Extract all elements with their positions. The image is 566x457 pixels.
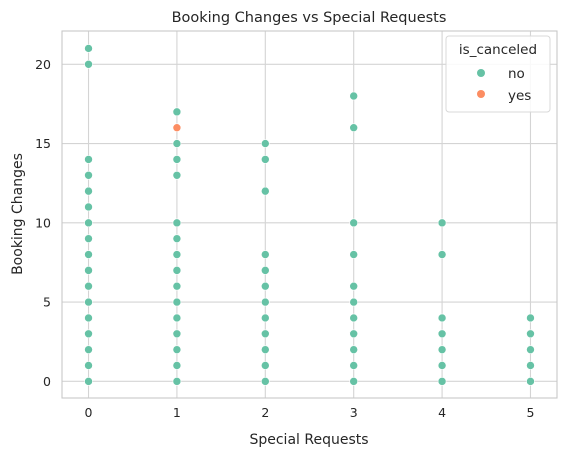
x-tick-label: 4 <box>438 405 446 420</box>
data-point-no <box>437 361 447 370</box>
data-point-no <box>172 107 182 117</box>
legend-label-yes: yes <box>508 88 531 104</box>
data-point-no <box>84 234 93 243</box>
data-point-no <box>172 313 182 323</box>
data-point-no <box>261 313 270 323</box>
data-point-no <box>261 377 270 386</box>
data-point-no <box>172 377 182 386</box>
legend-title: is_canceled <box>459 42 537 58</box>
data-point-no <box>172 250 182 259</box>
x-axis-label: Special Requests <box>249 432 368 448</box>
data-point-no <box>172 361 182 370</box>
y-tick-label: 10 <box>35 215 51 230</box>
x-axis-ticks: 0 1 2 3 4 5 <box>85 405 535 420</box>
chart-title: Booking Changes vs Special Requests <box>172 10 447 26</box>
x-tick-label: 5 <box>527 405 535 420</box>
data-point-no <box>172 266 182 275</box>
data-point-no <box>526 345 535 354</box>
y-tick-label: 15 <box>35 136 51 151</box>
data-point-no <box>261 329 270 339</box>
data-point-no <box>437 329 447 339</box>
data-point-no <box>84 266 93 275</box>
data-point-no <box>172 297 182 307</box>
y-tick-label: 20 <box>35 57 51 72</box>
data-point-no <box>261 186 270 196</box>
legend-box <box>445 35 551 113</box>
y-tick-label: 0 <box>43 374 51 389</box>
data-point-no <box>261 250 270 259</box>
data-point-no <box>437 250 447 259</box>
y-tick-label: 5 <box>43 295 51 310</box>
data-point-no <box>349 297 358 307</box>
legend: is_canceled no yes <box>445 35 551 113</box>
data-point-no <box>84 202 93 212</box>
data-point-no <box>349 281 358 291</box>
data-point-no <box>84 186 93 196</box>
data-point-no <box>526 377 535 386</box>
data-point-no <box>172 234 182 243</box>
y-axis-label: Booking Changes <box>10 153 26 275</box>
data-point-no <box>84 218 93 228</box>
data-points <box>84 44 535 386</box>
data-point-no <box>84 361 93 370</box>
data-point-no <box>261 266 270 275</box>
data-point-no <box>349 313 358 323</box>
data-point-no <box>172 281 182 291</box>
data-point-no <box>172 218 182 228</box>
data-point-no <box>84 329 93 339</box>
data-point-no <box>84 250 93 259</box>
data-point-no <box>349 361 358 370</box>
data-point-no <box>84 281 93 291</box>
data-point-no <box>84 155 93 164</box>
data-point-no <box>84 345 93 354</box>
data-point-no <box>526 313 535 323</box>
y-axis-ticks: 0 5 10 15 20 <box>35 57 51 389</box>
data-point-no <box>84 170 93 180</box>
data-point-no <box>526 329 535 339</box>
data-point-no <box>437 218 447 228</box>
data-point-no <box>437 377 447 386</box>
data-point-no <box>349 250 358 259</box>
data-point-no <box>437 345 447 354</box>
data-point-no <box>261 345 270 354</box>
x-tick-label: 3 <box>350 405 358 420</box>
data-point-no <box>84 313 93 323</box>
data-point-no <box>84 297 93 307</box>
data-point-yes <box>172 123 182 133</box>
legend-label-no: no <box>508 66 525 82</box>
data-point-no <box>261 139 270 148</box>
data-point-no <box>261 155 270 164</box>
data-point-no <box>172 345 182 354</box>
data-point-no <box>526 361 535 370</box>
legend-marker-yes <box>477 90 485 98</box>
data-point-no <box>349 329 358 339</box>
data-point-no <box>172 139 182 148</box>
data-point-no <box>349 345 358 354</box>
data-point-no <box>261 297 270 307</box>
data-point-no <box>349 377 358 386</box>
data-point-no <box>437 313 447 323</box>
data-point-no <box>172 170 182 180</box>
data-point-no <box>172 329 182 339</box>
data-point-no <box>349 123 358 133</box>
legend-marker-no <box>477 69 485 77</box>
plot-frame <box>61 30 558 399</box>
x-tick-label: 1 <box>173 405 181 420</box>
data-point-no <box>261 361 270 370</box>
data-point-no <box>84 44 93 53</box>
data-point-no <box>172 155 182 164</box>
data-point-no <box>261 281 270 291</box>
x-tick-label: 2 <box>261 405 269 420</box>
x-tick-label: 0 <box>85 405 93 420</box>
data-point-no <box>349 91 358 101</box>
data-point-no <box>84 377 93 386</box>
data-point-no <box>84 59 93 69</box>
data-point-no <box>349 218 358 228</box>
